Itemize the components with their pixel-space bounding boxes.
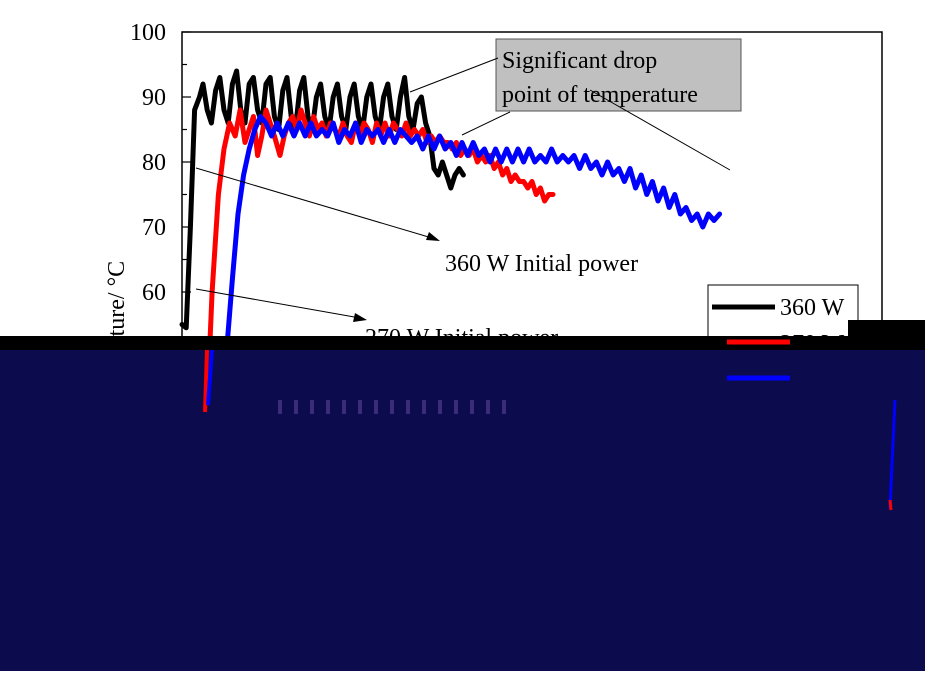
corrupted-edge-right [848, 320, 925, 350]
artifact-dot [390, 400, 394, 414]
corrupted-remnants [203, 339, 897, 511]
artifact-dot [422, 400, 426, 414]
y-tick-label: 80 [142, 150, 166, 176]
artifact-dot [470, 400, 474, 414]
artifact-dot [310, 400, 314, 414]
artifact-dot [486, 400, 490, 414]
remnant-blue-right [888, 399, 897, 509]
artifact-dot [278, 400, 282, 414]
drop-leader-360 [409, 57, 499, 93]
artifact-dot [454, 400, 458, 414]
remnant-red-line [203, 349, 209, 413]
legend-label-360: 360 W [780, 295, 845, 321]
artifact-dot [294, 400, 298, 414]
drop-annotation-box [495, 38, 742, 112]
series-line-270-w [199, 107, 556, 542]
arrow-270-line [195, 288, 361, 319]
label-360-initial-power: 360 W Initial power [445, 251, 638, 277]
drop-annotation-line2: point of temperature [502, 82, 698, 108]
series-layer [179, 68, 723, 542]
artifact-dot [358, 400, 362, 414]
corrupted-band [0, 338, 925, 671]
artifact-dot [326, 400, 330, 414]
y-tick-label: 90 [142, 85, 166, 111]
y-tick-label: 100 [130, 20, 166, 46]
drop-leader-blue [589, 89, 731, 171]
remnant-red-right [888, 499, 893, 511]
corrupted-edge [0, 336, 925, 350]
series-line-blue [213, 114, 723, 542]
artifact-dot [342, 400, 346, 414]
y-tick-label: 70 [142, 215, 166, 241]
artifact-dot [502, 400, 506, 414]
arrow-360-head [426, 232, 440, 241]
drop-annotation-line1: Significant drop [502, 48, 657, 74]
drop-leader-270 [461, 111, 511, 136]
artifact-dot [438, 400, 442, 414]
artifact-dot [406, 400, 410, 414]
arrow-360-line [195, 167, 433, 239]
remnant-blue-line [206, 349, 214, 406]
artifact-dot [374, 400, 378, 414]
series-line-360-w [179, 68, 466, 331]
y-tick-label: 60 [142, 280, 166, 306]
arrow-270-head [353, 313, 367, 322]
y-tick-labels: 100 90 80 70 60 [130, 20, 166, 306]
